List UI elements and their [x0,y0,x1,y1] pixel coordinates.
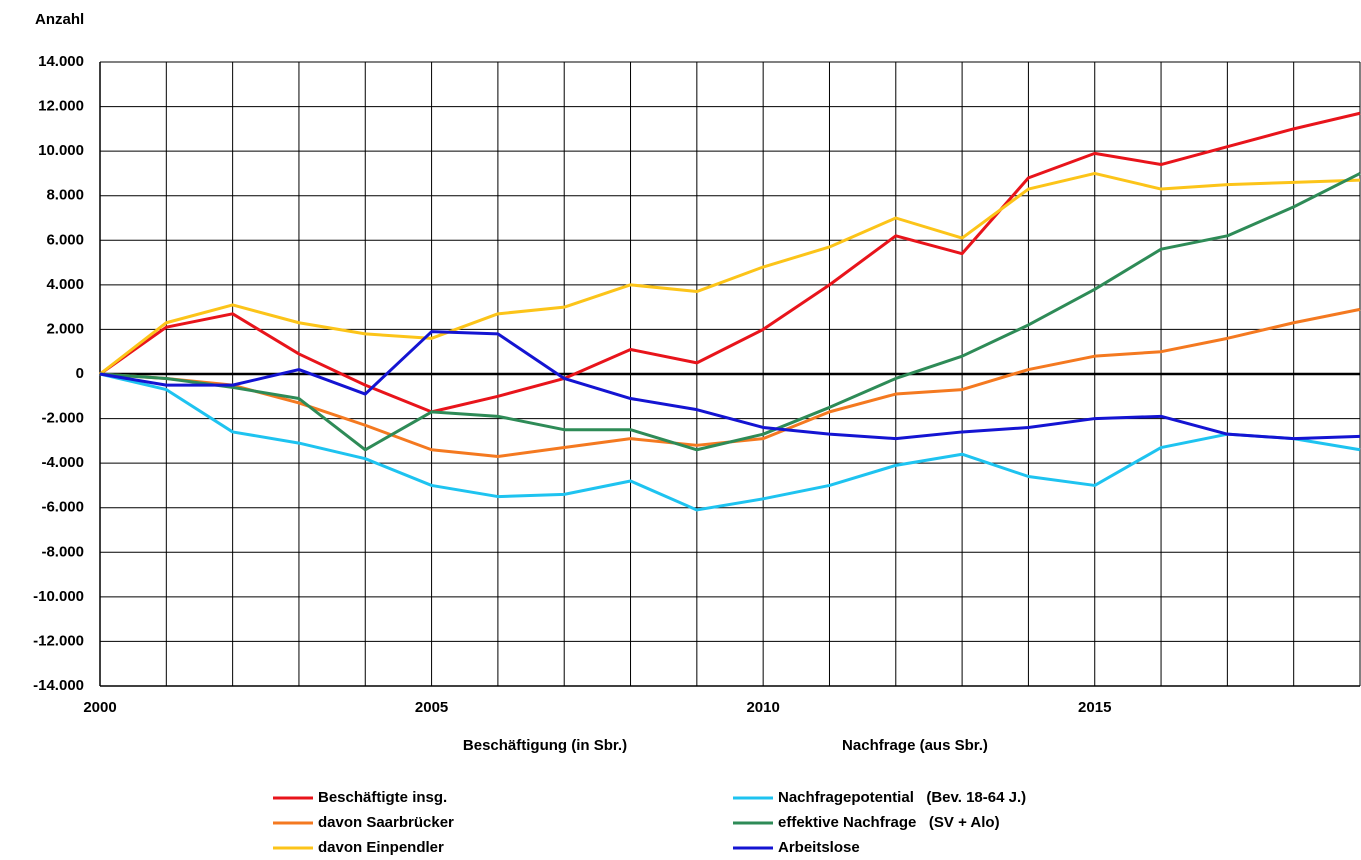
data-line [99,172,1361,452]
group-label: Nachfrage (aus Sbr.) [842,737,988,754]
x-tick-label: 2015 [1078,699,1111,716]
data-line [99,330,1361,441]
legend-label: Nachfragepotential (Bev. 18-64 J.) [778,789,1026,806]
data-line [99,111,1361,414]
y-tick-label: -14.000 [33,677,84,694]
x-tick-label: 2010 [746,699,779,716]
y-tick-label: 2.000 [46,320,84,337]
x-tick-label: 2000 [83,699,116,716]
y-tick-label: 10.000 [38,142,84,159]
legend-label: davon Saarbrücker [318,814,454,831]
data-line [99,171,1361,376]
data-line [99,307,1361,458]
y-axis-label: Anzahl [35,11,84,28]
x-tick-label: 2005 [415,699,448,716]
y-tick-label: -6.000 [41,499,84,516]
legend-label: davon Einpendler [318,839,444,856]
group-label: Beschäftigung (in Sbr.) [463,737,627,754]
legend-label: effektive Nachfrage (SV + Alo) [778,814,1000,831]
y-tick-label: 12.000 [38,98,84,115]
y-tick-label: 14.000 [38,53,84,70]
y-tick-label: 8.000 [46,187,84,204]
y-tick-label: 0 [76,365,84,382]
y-tick-label: -2.000 [41,410,84,427]
legend-label: Arbeitslose [778,839,860,856]
data-line [99,372,1361,512]
legend-label: Beschäftigte insg. [318,789,447,806]
y-tick-label: -4.000 [41,454,84,471]
y-tick-label: -8.000 [41,543,84,560]
y-tick-label: -12.000 [33,632,84,649]
y-tick-label: 6.000 [46,231,84,248]
y-tick-label: 4.000 [46,276,84,293]
y-tick-label: -10.000 [33,588,84,605]
